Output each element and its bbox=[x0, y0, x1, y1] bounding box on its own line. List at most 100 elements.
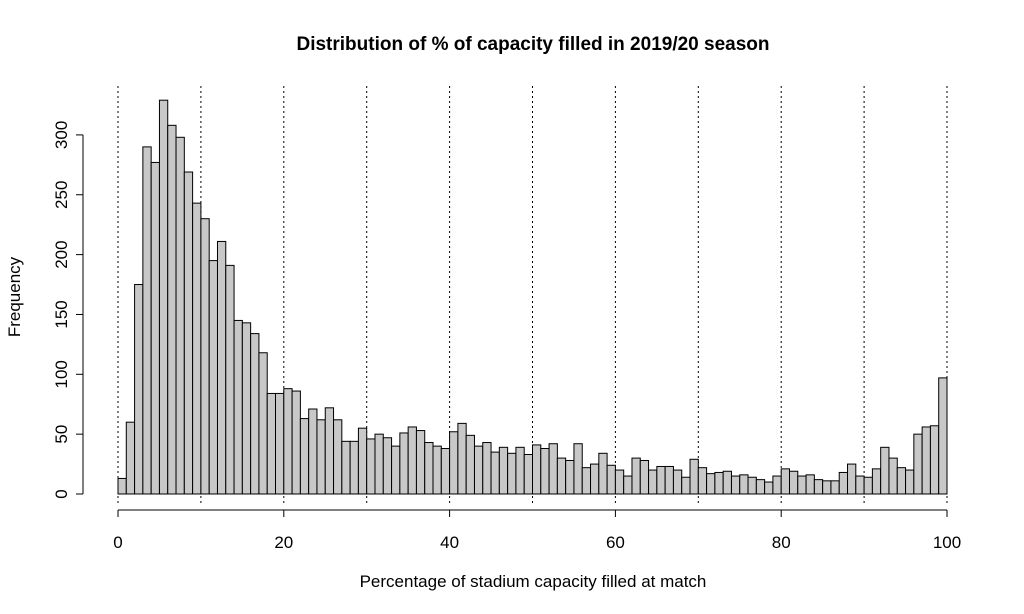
y-tick-label: 50 bbox=[52, 425, 71, 444]
histogram-bar bbox=[921, 426, 931, 495]
bars bbox=[117, 99, 948, 495]
histogram-bar bbox=[125, 421, 136, 495]
histogram-bar bbox=[291, 390, 301, 495]
histogram-bar bbox=[714, 471, 724, 495]
histogram-bar bbox=[266, 392, 277, 495]
histogram-bar bbox=[175, 136, 185, 495]
histogram-bar bbox=[532, 444, 542, 495]
histogram-bar bbox=[822, 480, 832, 495]
histogram-bar bbox=[333, 419, 343, 495]
histogram-bar bbox=[772, 475, 782, 495]
histogram-bar bbox=[938, 377, 948, 495]
histogram-bar bbox=[747, 476, 757, 495]
histogram-bar bbox=[283, 388, 293, 495]
histogram-bar bbox=[225, 264, 235, 495]
chart-title: Distribution of % of capacity filled in … bbox=[296, 34, 769, 55]
histogram-bar bbox=[349, 440, 359, 495]
histogram-bar bbox=[324, 407, 335, 495]
histogram-bar bbox=[382, 437, 393, 495]
histogram-bar bbox=[896, 467, 907, 495]
histogram-bar bbox=[838, 471, 849, 495]
histogram-bar bbox=[929, 425, 940, 495]
y-axis: 0 50 100 150 200 250 300 bbox=[52, 121, 84, 499]
histogram-bar bbox=[755, 479, 766, 495]
y-axis-label: Frequency bbox=[5, 256, 24, 337]
x-tick-label: 80 bbox=[772, 533, 791, 552]
histogram-bar bbox=[449, 431, 459, 495]
histogram-bar bbox=[590, 463, 600, 495]
histogram-bar bbox=[656, 465, 666, 495]
histogram-bar bbox=[457, 422, 467, 495]
histogram-bar bbox=[548, 443, 558, 495]
histogram-bar bbox=[556, 457, 567, 495]
histogram-bar bbox=[664, 465, 674, 495]
histogram-bar bbox=[606, 464, 616, 495]
histogram-bar bbox=[598, 452, 608, 495]
histogram-bar bbox=[366, 438, 376, 495]
histogram-bar bbox=[888, 457, 898, 495]
histogram-bar bbox=[639, 459, 650, 495]
histogram-bar bbox=[150, 161, 160, 495]
histogram-bar bbox=[739, 474, 749, 495]
histogram-bar bbox=[689, 458, 699, 495]
histogram-bar bbox=[167, 124, 177, 495]
histogram-bar bbox=[241, 322, 252, 495]
histogram-bar bbox=[399, 432, 409, 495]
histogram-bar bbox=[200, 218, 210, 495]
y-tick-label: 150 bbox=[52, 300, 71, 328]
histogram-bar bbox=[573, 443, 583, 495]
x-axis-label: Percentage of stadium capacity filled at… bbox=[360, 572, 707, 591]
y-tick-label: 200 bbox=[52, 240, 71, 268]
histogram-bar bbox=[855, 475, 865, 495]
histogram-bar bbox=[192, 202, 202, 495]
histogram-bar bbox=[871, 468, 882, 495]
histogram-bar bbox=[473, 445, 484, 495]
histogram-bar bbox=[623, 475, 633, 495]
histogram-bar bbox=[813, 479, 824, 495]
histogram-bar bbox=[465, 434, 475, 495]
histogram-bar bbox=[523, 454, 534, 495]
histogram-bar bbox=[258, 352, 268, 495]
y-tick-label: 100 bbox=[52, 360, 71, 388]
histogram-bar bbox=[316, 419, 326, 495]
histogram-bar bbox=[847, 463, 857, 495]
histogram-bar bbox=[440, 448, 451, 495]
histogram-bar bbox=[374, 433, 384, 495]
histogram-bar bbox=[507, 452, 517, 495]
x-tick-label: 20 bbox=[274, 533, 293, 552]
y-tick-label: 250 bbox=[52, 181, 71, 209]
histogram-bar bbox=[341, 440, 351, 495]
histogram-bar bbox=[905, 469, 915, 495]
histogram-bar bbox=[706, 473, 716, 495]
histogram-bar bbox=[788, 470, 799, 495]
histogram-bar bbox=[515, 446, 525, 495]
histogram-bar bbox=[648, 469, 658, 495]
histogram-bar bbox=[797, 475, 807, 495]
histogram-bar bbox=[913, 433, 923, 495]
histogram-bar bbox=[183, 171, 194, 495]
x-tick-label: 100 bbox=[933, 533, 961, 552]
histogram-bar bbox=[482, 442, 492, 495]
histogram-bar bbox=[415, 430, 426, 495]
histogram-bar bbox=[308, 408, 318, 495]
histogram-bar bbox=[614, 469, 625, 495]
histogram-bar bbox=[208, 260, 218, 495]
histogram-bar bbox=[142, 146, 152, 495]
histogram-bar bbox=[672, 469, 683, 495]
histogram-bar bbox=[391, 445, 401, 495]
histogram-bar bbox=[565, 459, 575, 495]
histogram-bar bbox=[581, 467, 592, 495]
x-tick-label: 0 bbox=[113, 533, 122, 552]
histogram-bar bbox=[730, 475, 741, 495]
histogram-bar bbox=[357, 427, 368, 495]
histogram-bar bbox=[681, 476, 691, 495]
x-axis: 0 20 40 60 80 100 bbox=[113, 509, 961, 552]
histogram-bar bbox=[540, 448, 550, 495]
histogram-bar bbox=[498, 446, 509, 495]
histogram-bar bbox=[830, 480, 840, 495]
histogram-bar bbox=[764, 481, 774, 495]
histogram-bar bbox=[407, 426, 417, 495]
histogram-bar bbox=[216, 240, 227, 495]
y-tick-label: 0 bbox=[52, 489, 71, 498]
